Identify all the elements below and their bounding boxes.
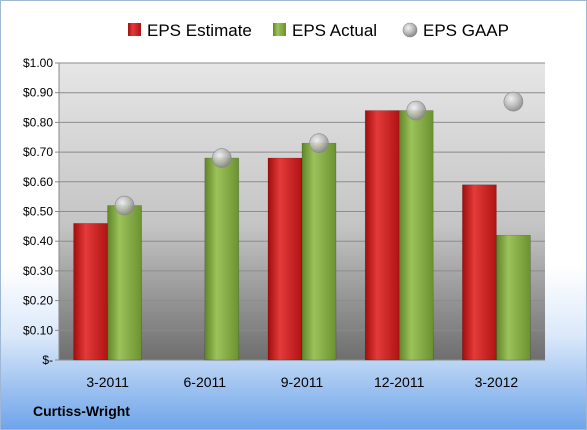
gaap-markers bbox=[114, 91, 524, 216]
legend-label-eps-gaap: EPS GAAP bbox=[423, 21, 509, 40]
bar-eps-actual bbox=[204, 157, 240, 361]
x-tick-label: 6-2011 bbox=[184, 374, 227, 390]
y-tick-label: $- bbox=[42, 353, 53, 367]
y-tick-label: $0.40 bbox=[23, 234, 53, 248]
y-tick-label: $0.90 bbox=[23, 86, 53, 100]
x-axis: 3-2011 6-2011 9-2011 12-2011 3-2012 bbox=[86, 374, 518, 390]
marker-eps-gaap bbox=[114, 195, 135, 216]
y-tick-label: $0.50 bbox=[23, 205, 53, 219]
bar-eps-estimate bbox=[73, 223, 108, 361]
y-tick-label: $0.30 bbox=[23, 264, 53, 278]
bar-eps-estimate bbox=[267, 157, 303, 361]
x-tick-label: 3-2011 bbox=[86, 374, 129, 390]
marker-eps-gaap bbox=[503, 91, 524, 112]
bars bbox=[73, 110, 531, 361]
y-tick-label: $0.70 bbox=[23, 145, 53, 159]
bar-eps-actual bbox=[496, 234, 531, 361]
legend-swatch-eps-estimate bbox=[128, 23, 141, 36]
y-tick-label: $1.00 bbox=[23, 56, 53, 70]
y-axis: $- $0.10 $0.20 $0.30 $0.40 $0.50 $0.60 $0.70 $0.… bbox=[23, 56, 60, 367]
marker-eps-gaap bbox=[212, 148, 232, 168]
legend-label-eps-estimate: EPS Estimate bbox=[147, 21, 252, 40]
company-name: Curtiss-Wright bbox=[33, 403, 130, 419]
legend-swatch-eps-gaap bbox=[402, 22, 418, 38]
bar-eps-estimate bbox=[462, 184, 497, 361]
x-tick-label: 9-2011 bbox=[281, 374, 324, 390]
bar-eps-actual bbox=[301, 142, 337, 361]
marker-eps-gaap bbox=[309, 133, 329, 153]
legend-label-eps-actual: EPS Actual bbox=[292, 21, 377, 40]
bar-eps-estimate bbox=[364, 110, 400, 361]
bar-eps-actual bbox=[107, 205, 142, 361]
legend: EPS Estimate EPS Actual EPS GAAP bbox=[128, 21, 509, 40]
marker-eps-gaap bbox=[406, 100, 427, 121]
legend-swatch-eps-actual bbox=[273, 23, 286, 36]
x-tick-label: 3-2012 bbox=[475, 374, 519, 390]
bar-eps-actual bbox=[398, 110, 434, 361]
y-tick-label: $0.80 bbox=[23, 115, 53, 129]
y-tick-label: $0.10 bbox=[23, 323, 53, 337]
y-tick-label: $0.60 bbox=[23, 175, 53, 189]
x-tick-label: 12-2011 bbox=[374, 374, 425, 390]
y-tick-label: $0.20 bbox=[23, 294, 53, 308]
